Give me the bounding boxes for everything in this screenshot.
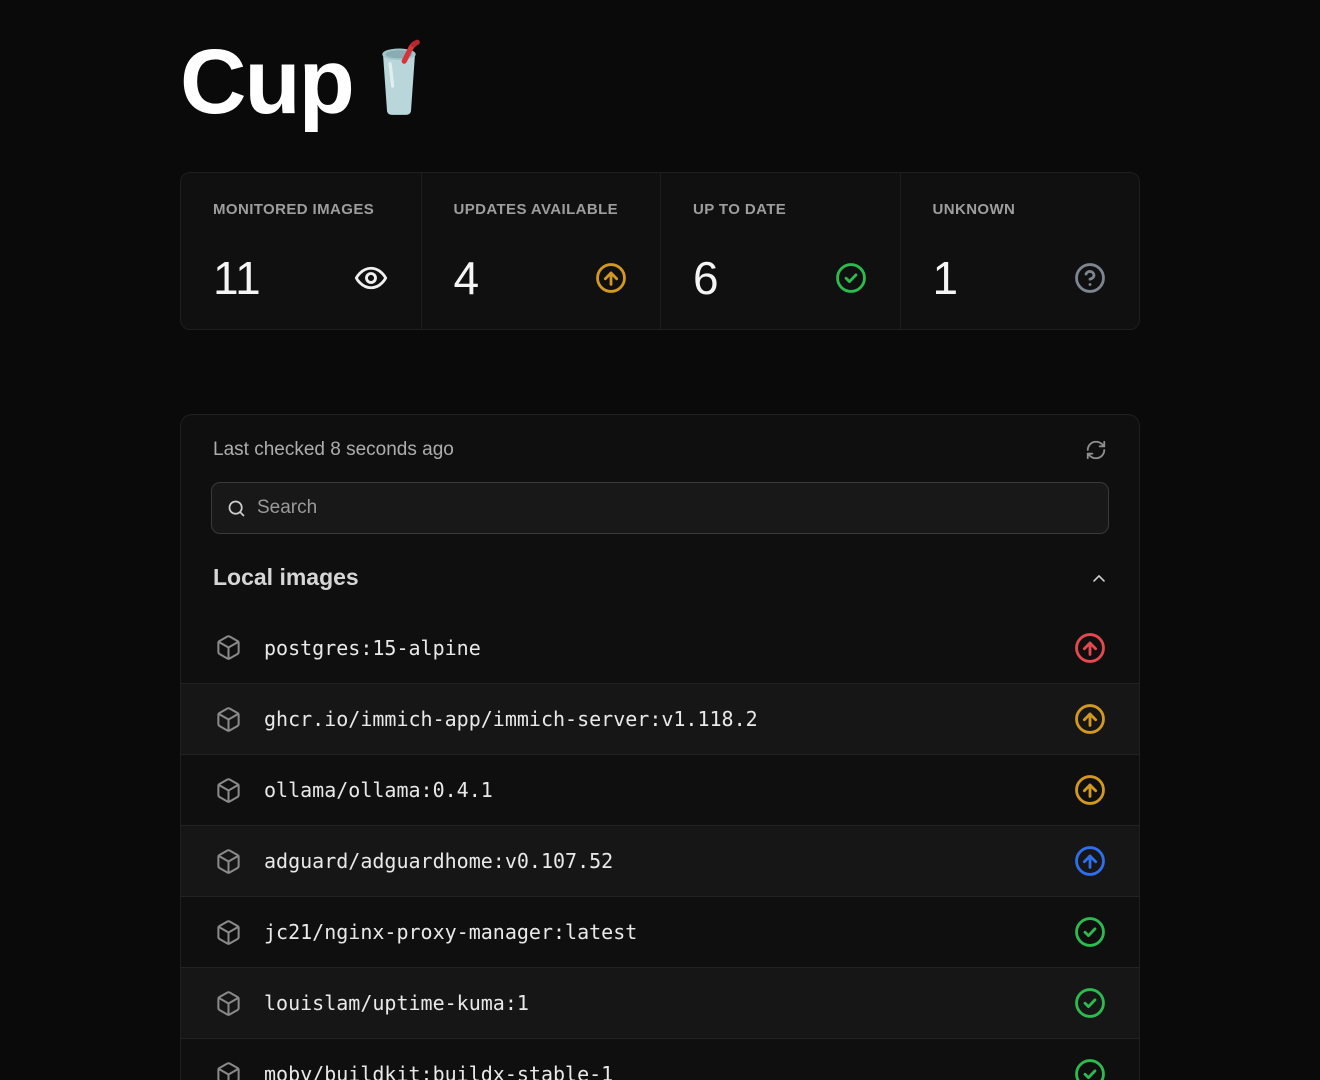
- stat-card-updates-available: UPDATES AVAILABLE 4: [420, 173, 661, 329]
- local-images-section-header[interactable]: Local images: [213, 564, 1109, 591]
- status-circle-arrow-up-icon: [1073, 702, 1107, 736]
- image-name: jc21/nginx-proxy-manager:latest: [264, 920, 638, 944]
- stat-label: UNKNOWN: [932, 201, 1016, 218]
- image-name: moby/buildkit:buildx-stable-1: [264, 1062, 614, 1080]
- app-header: Cup: [180, 36, 1140, 128]
- package-cube-icon: [215, 1061, 242, 1080]
- section-title: Local images: [213, 564, 359, 590]
- status-circle-arrow-up-icon: [1073, 773, 1107, 807]
- package-cube-icon: [215, 990, 242, 1017]
- image-name: louislam/uptime-kuma:1: [264, 991, 529, 1015]
- image-row[interactable]: louislam/uptime-kuma:1: [181, 967, 1139, 1038]
- stat-bottom: 6: [693, 251, 868, 305]
- stat-card-unknown: UNKNOWN 1: [899, 173, 1140, 329]
- search-bar: [211, 482, 1109, 534]
- status-circle-arrow-up-icon: [1073, 631, 1107, 665]
- image-row[interactable]: jc21/nginx-proxy-manager:latest: [181, 896, 1139, 967]
- last-checked-text: Last checked 8 seconds ago: [213, 439, 454, 460]
- image-name: postgres:15-alpine: [264, 635, 481, 660]
- images-panel: Last checked 8 seconds ago Local images: [180, 414, 1140, 1080]
- package-cube-icon: [215, 848, 242, 875]
- image-row[interactable]: postgres:15-alpine: [181, 612, 1139, 683]
- stat-bottom: 1: [933, 251, 1108, 305]
- app-title: Cup: [180, 31, 355, 133]
- circle-check-icon: [834, 261, 868, 295]
- stat-bottom: 4: [454, 251, 629, 305]
- stat-label: UP TO DATE: [693, 201, 787, 218]
- status-circle-arrow-up-icon: [1073, 844, 1107, 878]
- circle-arrow-up-icon: [594, 261, 628, 295]
- cup-with-straw-icon: [373, 38, 425, 123]
- stat-value: 11: [213, 252, 261, 304]
- image-row[interactable]: ghcr.io/immich-app/immich-server:v1.118.…: [181, 683, 1139, 754]
- stats-cards: MONITORED IMAGES 11 UPDATES AVAILABLE 4 UP T…: [180, 172, 1140, 330]
- package-cube-icon: [215, 919, 242, 946]
- status-circle-check-icon: [1073, 1057, 1107, 1080]
- stat-card-up-to-date: UP TO DATE 6: [660, 173, 900, 329]
- image-name: ollama/ollama:0.4.1: [264, 778, 493, 802]
- package-cube-icon: [215, 634, 242, 661]
- status-circle-check-icon: [1073, 986, 1107, 1020]
- package-cube-icon: [215, 706, 242, 733]
- search-icon: [226, 498, 247, 519]
- package-cube-icon: [215, 777, 242, 804]
- image-row[interactable]: moby/buildkit:buildx-stable-1: [181, 1038, 1139, 1080]
- collapse-section-button[interactable]: [1089, 568, 1109, 588]
- stat-value: 6: [693, 252, 719, 304]
- stat-label: MONITORED IMAGES: [213, 201, 375, 218]
- page-container: Cup MONITORED IMAGES 11 UPDATES AVAILABLE 4…: [180, 36, 1140, 1080]
- circle-question-icon: [1073, 261, 1107, 295]
- eye-icon: [353, 260, 389, 296]
- image-list: postgres:15-alpine ghcr.io/immich-app/imm…: [181, 612, 1139, 1080]
- refresh-icon: [1085, 439, 1107, 461]
- image-name: ghcr.io/immich-app/immich-server:v1.118.…: [264, 707, 758, 731]
- stat-value: 4: [453, 252, 480, 304]
- image-row[interactable]: adguard/adguardhome:v0.107.52: [181, 825, 1139, 896]
- stat-card-monitored-images: MONITORED IMAGES 11: [181, 173, 421, 329]
- search-input[interactable]: [257, 497, 1094, 519]
- stat-label: UPDATES AVAILABLE: [453, 201, 619, 218]
- chevron-up-icon: [1089, 568, 1109, 588]
- stat-bottom: 11: [213, 251, 389, 305]
- refresh-button[interactable]: [1085, 439, 1107, 461]
- image-name: adguard/adguardhome:v0.107.52: [264, 849, 614, 873]
- panel-header: Last checked 8 seconds ago: [181, 415, 1139, 461]
- image-row[interactable]: ollama/ollama:0.4.1: [181, 754, 1139, 825]
- stat-value: 1: [932, 252, 959, 304]
- status-circle-check-icon: [1073, 915, 1107, 949]
